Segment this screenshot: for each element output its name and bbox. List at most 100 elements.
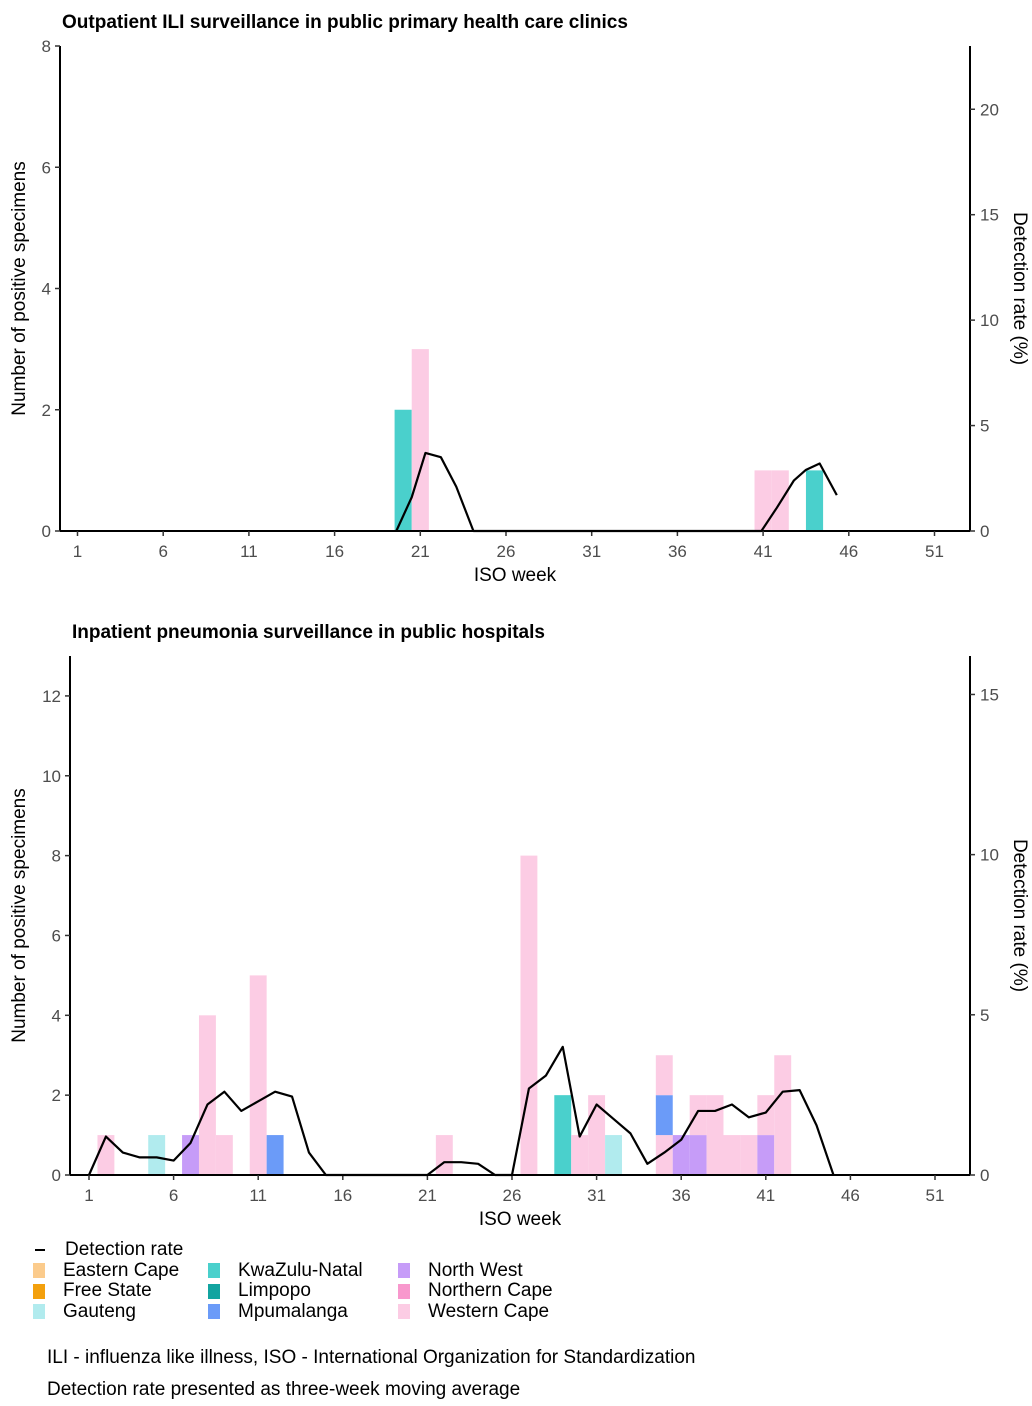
y-tick-label: 8: [42, 37, 51, 56]
x-axis-label: ISO week: [479, 1209, 562, 1230]
x-tick-label: 11: [240, 542, 258, 561]
y-tick-label: 4: [52, 1006, 61, 1025]
bar: [754, 470, 772, 531]
legend-item: Western Cape: [398, 1301, 553, 1323]
legend-item: Northern Cape: [398, 1280, 553, 1302]
x-tick-label: 31: [582, 542, 601, 561]
legend-label: Mpumalanga: [238, 1300, 348, 1322]
y2-tick-label: 0: [980, 522, 989, 541]
y-tick-label: 10: [42, 767, 61, 786]
legend: Detection rate Eastern Cape Free State G…: [33, 1239, 553, 1323]
bar: [411, 349, 429, 531]
legend-item: KwaZulu-Natal: [208, 1259, 398, 1282]
x-tick-label: 41: [756, 1186, 775, 1205]
legend-label: Northern Cape: [428, 1280, 553, 1301]
swatch-icon: [208, 1283, 220, 1299]
bar: [435, 1135, 453, 1175]
legend-item: Gauteng: [33, 1300, 208, 1323]
legend-item: North West: [398, 1259, 553, 1282]
x-tick-label: 1: [84, 1186, 93, 1205]
y2-tick-label: 5: [980, 417, 989, 436]
bar: [655, 1135, 673, 1175]
bar: [249, 975, 267, 1175]
legend-label: Gauteng: [63, 1300, 136, 1322]
y2-tick-label: 5: [980, 1006, 989, 1025]
bar: [655, 1055, 673, 1096]
bar: [182, 1135, 199, 1175]
legend-label: Limpopo: [238, 1280, 311, 1301]
bar: [689, 1095, 707, 1136]
x-axis-label: ISO week: [474, 565, 557, 586]
swatch-icon: [33, 1304, 45, 1320]
charts-canvas: Outpatient ILI surveillance in public pr…: [9, 12, 1030, 1230]
x-tick-label: 41: [754, 542, 773, 561]
y-tick-label: 6: [42, 158, 51, 177]
x-tick-label: 16: [325, 542, 344, 561]
bar: [605, 1135, 622, 1175]
bar: [757, 1095, 775, 1136]
x-tick-label: 46: [839, 542, 858, 561]
chart-title: Inpatient pneumonia surveillance in publ…: [72, 622, 545, 643]
footnote-abbreviations: ILI - influenza like illness, ISO - Inte…: [47, 1347, 696, 1368]
bar: [148, 1135, 166, 1175]
bar: [672, 1135, 690, 1175]
x-tick-label: 1: [73, 542, 82, 561]
y-tick-label: 0: [52, 1166, 61, 1185]
y-axis-label: Number of positive specimens: [9, 161, 30, 416]
legend-label: Eastern Cape: [63, 1259, 180, 1281]
x-tick-label: 46: [841, 1186, 860, 1205]
y-tick-label: 4: [42, 280, 51, 299]
bar: [723, 1135, 741, 1175]
swatch-icon: [398, 1263, 410, 1279]
legend-label: North West: [428, 1259, 523, 1281]
bar: [706, 1095, 724, 1175]
detection-rate-line: [395, 451, 838, 533]
bar: [805, 470, 824, 531]
bar: [198, 1015, 216, 1175]
x-tick-label: 51: [926, 1186, 945, 1205]
y2-axis-label: Detection rate (%): [1009, 839, 1030, 992]
y-tick-label: 6: [52, 926, 61, 945]
legend-label: Free State: [63, 1280, 152, 1301]
swatch-icon: [208, 1304, 220, 1320]
x-tick-label: 16: [333, 1186, 352, 1205]
bar: [554, 1095, 572, 1175]
y-tick-label: 12: [42, 687, 61, 706]
footnotes: ILI - influenza like illness, ISO - Inte…: [47, 1342, 695, 1406]
x-tick-label: 36: [668, 542, 687, 561]
bar: [757, 1135, 775, 1175]
y-axis-label: Number of positive specimens: [9, 788, 30, 1043]
chart-panel-2: Inpatient pneumonia surveillance in publ…: [9, 622, 1030, 1230]
y2-tick-label: 10: [980, 311, 999, 330]
swatch-icon: [33, 1283, 45, 1299]
chart-title: Outpatient ILI surveillance in public pr…: [62, 12, 628, 33]
legend-detection-rate: Detection rate: [33, 1239, 553, 1261]
swatch-icon: [208, 1263, 220, 1279]
bar: [774, 1055, 792, 1175]
y-tick-label: 2: [42, 401, 51, 420]
legend-item: Eastern Cape: [33, 1259, 208, 1282]
bar: [689, 1135, 707, 1175]
swatch-icon: [398, 1304, 410, 1320]
legend-item: Mpumalanga: [208, 1300, 398, 1323]
y2-tick-label: 20: [980, 100, 999, 119]
footnote-moving-average: Detection rate presented as three-week m…: [47, 1379, 521, 1400]
x-tick-label: 11: [249, 1186, 267, 1205]
bar: [266, 1135, 284, 1175]
y2-tick-label: 10: [980, 846, 999, 865]
bar: [655, 1095, 673, 1136]
x-tick-label: 21: [411, 542, 430, 561]
x-tick-label: 51: [925, 542, 944, 561]
legend-label: KwaZulu-Natal: [238, 1259, 363, 1281]
line-key-icon: [35, 1249, 45, 1252]
x-tick-label: 26: [497, 542, 516, 561]
x-tick-label: 36: [672, 1186, 691, 1205]
x-tick-label: 21: [418, 1186, 437, 1205]
bar: [520, 855, 538, 1175]
legend-item: Limpopo: [208, 1280, 398, 1302]
bar: [394, 409, 412, 531]
x-tick-label: 26: [503, 1186, 522, 1205]
legend-item: Free State: [33, 1280, 208, 1302]
x-tick-label: 6: [169, 1186, 178, 1205]
y2-axis-label: Detection rate (%): [1009, 212, 1030, 365]
